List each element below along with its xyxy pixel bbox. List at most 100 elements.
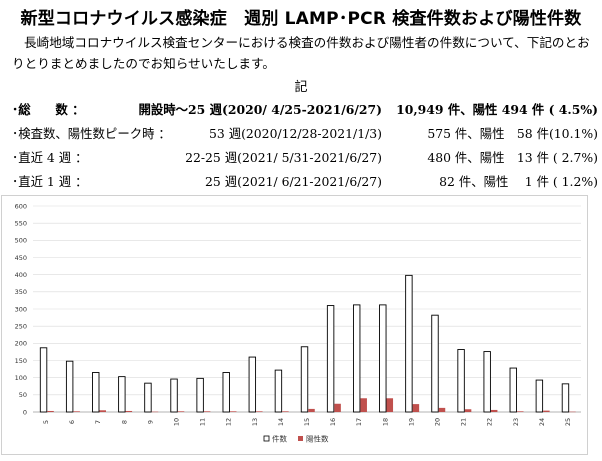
bar-tests [196,377,204,413]
bar-positives [99,410,106,412]
bar-positives [203,411,211,412]
x-tick-label: 13 [251,418,259,426]
stats-label: ･直近 1 週 ： [12,174,88,189]
weekly-chart: 0 50 100 150 200 250 300 350 400 450 500 550 600 5 6 7 8… [1,195,588,455]
stats-row-peak: ･検査数、陽性数ピーク時 ： 53 週(2020/12/28-2021/1/3)… [12,124,598,148]
y-tick-label: 500 [15,237,27,245]
bar-tests [326,305,335,413]
bar-tests [405,274,413,413]
bar-tests [535,379,544,413]
stats-count: 575 件、陽性 58 件(10.1%) [427,126,598,141]
x-tick-label: 10 [173,418,181,426]
stats-count: 480 件、陽性 13 件 ( 2.7%) [427,150,598,165]
bar-positives [308,408,315,412]
stats-label: ･直近 4 週 ： [12,150,88,165]
x-tick-label: 11 [199,418,207,426]
bar-positives [464,409,472,412]
y-tick-label: 200 [15,340,27,348]
bar-tests [222,372,230,413]
x-tick-label: 16 [329,418,337,426]
stats-label: ･検査数、陽性数ピーク時 ： [12,126,171,141]
bar-tests [39,347,48,413]
bar-tests [300,346,309,413]
y-tick-label: 100 [15,374,27,382]
stats-count: 10,949 件、陽性 494 件 ( 4.5%) [396,102,598,117]
y-tick-label: 450 [15,254,27,262]
bar-positives [125,410,133,412]
legend-label-positives: 陽性数 [306,434,329,444]
x-tick-label: 6 [68,420,76,424]
x-tick-label: 23 [512,418,520,426]
bar-tests [509,367,517,413]
stats-period: 53 週(2020/12/28-2021/1/3) [208,126,382,141]
y-tick-label: 350 [15,288,27,296]
bar-tests [561,383,570,413]
bar-tests [352,304,361,413]
bar-tests [144,382,152,413]
stats-table: ･総 数 ： 開設時～25 週(2020/ 4/25-2021/6/27) 10… [12,100,598,196]
bar-tests [248,356,257,413]
bar-positives [177,411,185,412]
bar-tests [92,372,100,413]
x-tick-label: 12 [225,418,233,426]
legend-swatch-positives [298,436,303,441]
bar-positives [47,410,54,412]
bar-positives [256,411,263,412]
x-tick-label: 25 [564,418,572,426]
stats-period: 開設時～25 週(2020/ 4/25-2021/6/27) [138,102,383,117]
stats-row-total: ･総 数 ： 開設時～25 週(2020/ 4/25-2021/6/27) 10… [12,100,598,124]
bar-positives [229,411,237,412]
bar-tests [65,360,74,413]
stats-period: 25 週(2021/ 6/21-2021/6/27) [205,174,382,189]
y-tick-label: 0 [23,408,27,416]
page-title: 新型コロナウイルス感染症 週別 LAMP･PCR 検査件数および陽性件数 [20,9,582,29]
y-tick-label: 400 [15,271,27,279]
legend-swatch-tests [263,435,270,442]
y-tick-label: 600 [15,202,27,210]
y-tick-label: 550 [15,219,27,227]
bar-positives [569,411,576,413]
bar-tests [457,349,465,413]
bar-positives [360,398,367,412]
x-tick-label: 8 [120,420,128,424]
bar-positives [73,411,80,412]
bar-tests [274,369,283,413]
bar-tests [118,376,126,413]
x-tick-label: 20 [433,418,441,426]
x-tick-label: 7 [94,420,102,424]
x-tick-label: 21 [460,418,468,426]
bar-tests [483,351,491,413]
x-tick-label: 5 [42,420,50,424]
x-tick-label: 14 [277,418,285,426]
legend-label-tests: 件数 [272,434,287,444]
x-tick-label: 9 [146,420,154,424]
stats-row-recent-4w: ･直近 4 週 ： 22-25 週(2021/ 5/31-2021/6/27) … [12,148,598,172]
bar-positives [151,411,159,413]
x-tick-label: 24 [538,418,546,426]
stats-row-recent-1w: ･直近 1 週 ： 25 週(2021/ 6/21-2021/6/27) 82 … [12,172,598,196]
intro-text: 長崎地域コロナウイルス検査センターにおける検査の件数および陽性者の件数について、… [12,35,590,71]
ki-heading: 記 [294,80,308,95]
stats-label: ･総 数 ： [12,102,85,117]
chart-svg: 0 50 100 150 200 250 300 350 400 450 500 550 600 5 6 7 8… [15,202,581,444]
x-tick-label: 18 [381,418,389,426]
y-tick-label: 50 [19,391,27,399]
bar-tests [431,314,439,413]
bar-positives [517,411,524,412]
bar-positives [438,407,446,412]
bar-positives [282,411,289,412]
bar-tests [379,304,387,413]
y-tick-label: 250 [15,322,27,330]
bar-positives [386,398,394,412]
y-tick-label: 300 [15,305,27,313]
bar-positives [543,410,550,412]
bar-positives [334,403,341,412]
stats-period: 22-25 週(2021/ 5/31-2021/6/27) [185,150,382,165]
bar-tests [170,378,178,413]
x-tick-label: 15 [303,418,311,426]
bar-positives [412,404,420,412]
bar-positives [490,409,498,412]
y-tick-label: 150 [15,357,27,365]
x-tick-label: 19 [407,418,415,426]
stats-count: 82 件、陽性 1 件 ( 1.2%) [439,174,598,189]
